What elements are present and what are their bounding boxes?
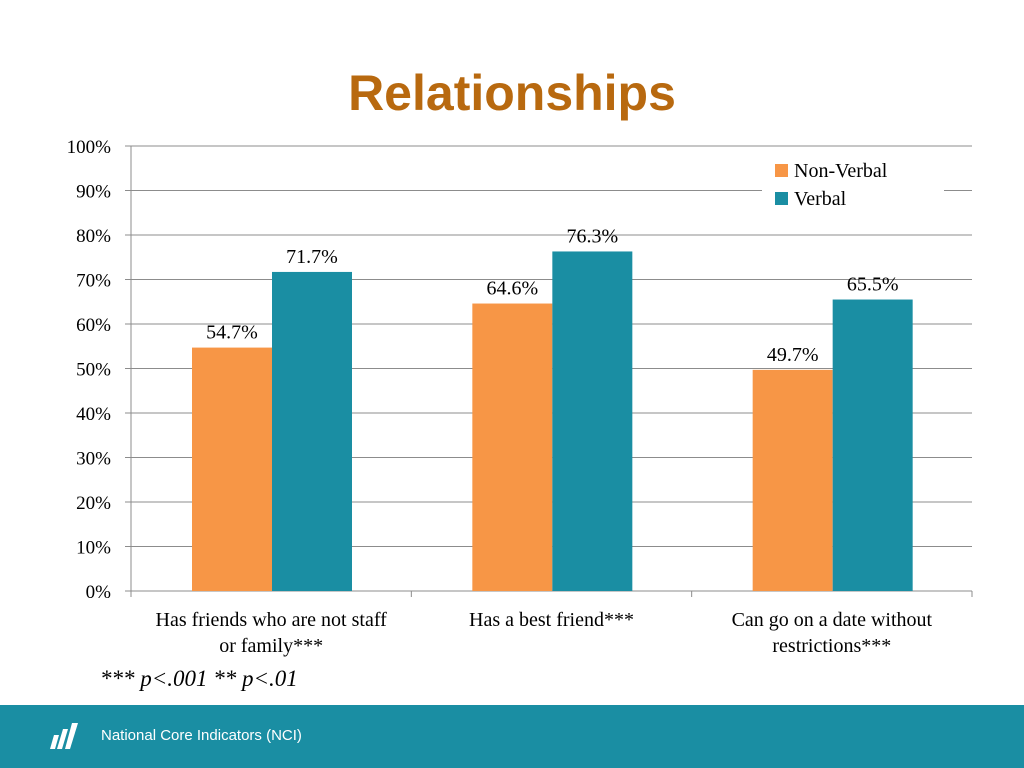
x-category-label: Can go on a date without — [732, 609, 933, 631]
data-label: 71.7% — [286, 246, 338, 268]
y-tick-label: 90% — [76, 182, 111, 203]
significance-footnote: *** p<.001 ** p<.01 — [100, 666, 298, 691]
y-tick-label: 40% — [76, 404, 111, 425]
bar-non-verbal — [752, 369, 833, 591]
legend-swatch — [775, 192, 788, 205]
bar-non-verbal — [472, 303, 553, 591]
y-tick-label: 30% — [76, 449, 111, 470]
y-tick-label: 50% — [76, 360, 111, 381]
data-label: 76.3% — [566, 225, 618, 247]
y-tick-label: 70% — [76, 271, 111, 292]
footer-bar: National Core Indicators (NCI) — [0, 705, 1024, 768]
legend-label: Verbal — [794, 188, 847, 210]
y-tick-label: 100% — [67, 137, 112, 158]
data-label: 65.5% — [847, 274, 899, 296]
x-category-label: Has friends who are not staff — [156, 609, 388, 631]
nci-logo-icon — [50, 723, 78, 749]
x-category-label: Has a best friend*** — [469, 609, 634, 631]
footer-text: National Core Indicators (NCI) — [101, 727, 302, 744]
bar-non-verbal — [192, 347, 272, 591]
bar-verbal — [272, 271, 352, 591]
legend-label: Non-Verbal — [794, 160, 888, 182]
bar-verbal — [552, 251, 633, 591]
x-category-label: restrictions*** — [772, 635, 891, 657]
legend-swatch — [775, 164, 788, 177]
y-tick-label: 20% — [76, 493, 111, 514]
data-label: 54.7% — [206, 322, 258, 344]
y-tick-label: 60% — [76, 315, 111, 336]
bar-verbal — [832, 299, 913, 591]
y-tick-label: 10% — [76, 538, 111, 559]
legend-background — [762, 158, 944, 214]
y-tick-label: 0% — [86, 582, 112, 603]
y-tick-label: 80% — [76, 226, 111, 247]
x-category-label: or family*** — [219, 635, 323, 657]
slide-title: Relationships — [348, 65, 676, 121]
data-label: 64.6% — [486, 278, 538, 300]
data-label: 49.7% — [767, 344, 819, 366]
bar-chart: 0% 10% 20% 30% 40% 50% 60% 70% 80% 90% 100% 54.7% 71… — [67, 137, 973, 657]
